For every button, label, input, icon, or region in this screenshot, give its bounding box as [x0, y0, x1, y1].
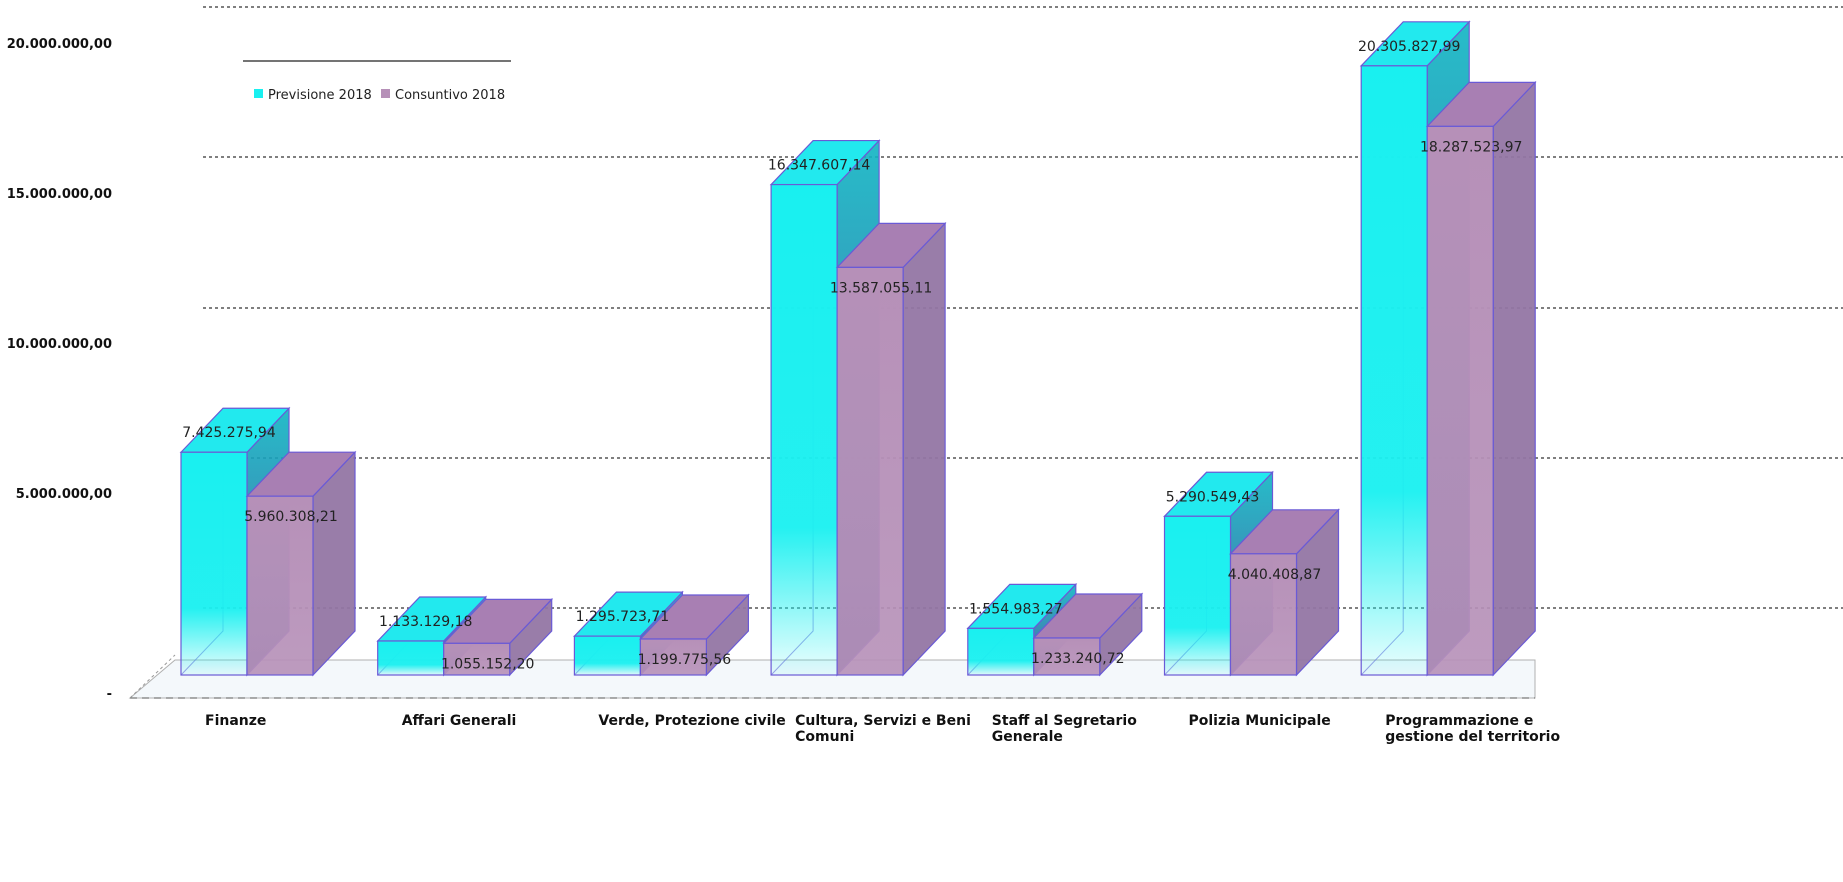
bar-consuntivo [638, 593, 750, 677]
data-label-consuntivo: 5.960.308,21 [244, 509, 338, 525]
data-label-previsione: 1.133.129,18 [379, 614, 473, 630]
legend: Previsione 2018 Consuntivo 2018 [243, 60, 511, 103]
data-label-previsione: 1.554.983,27 [969, 601, 1063, 617]
bar-front-face [246, 495, 314, 676]
data-label-previsione: 7.425.275,94 [182, 425, 276, 441]
bar-side-face [1492, 80, 1536, 677]
data-label-consuntivo: 13.587.055,11 [830, 280, 932, 296]
y-tick-label: 15.000.000,00 [7, 187, 112, 202]
bar-front-face [770, 183, 838, 676]
y-axis-tick-labels: - 5.000.000,00 10.000.000,00 15.000.000,00 2… [7, 37, 112, 702]
floor-left-edge [129, 654, 176, 699]
bars [179, 20, 1537, 677]
data-label-previsione: 16.347.607,14 [768, 158, 871, 174]
bar-front-face [639, 638, 708, 676]
bar-consuntivo [245, 450, 357, 677]
legend-swatch-previsione [254, 89, 263, 98]
bar-front-face [1426, 125, 1494, 676]
y-tick-label: 10.000.000,00 [7, 337, 112, 352]
bar-front-face [443, 642, 511, 676]
y-tick-label: 20.000.000,00 [7, 37, 112, 52]
bar-front-face [377, 640, 445, 676]
data-label-previsione: 1.295.723,71 [576, 609, 670, 625]
x-category-label: Comuni [795, 729, 854, 745]
data-label-consuntivo: 18.287.523,97 [1420, 139, 1522, 155]
x-category-label: Programmazione e [1385, 713, 1533, 729]
bar-front-face [967, 627, 1035, 676]
bar-consuntivo [1032, 592, 1144, 677]
data-labels: 7.425.275,94 5.960.308,21 1.133.129,18 1.05… [182, 39, 1522, 673]
bar-consuntivo [1229, 508, 1340, 677]
x-category-label: gestione del territorio [1385, 729, 1560, 745]
bar-front-face [1229, 553, 1298, 676]
data-label-consuntivo: 4.040.408,87 [1228, 567, 1322, 583]
bar-front-face [836, 266, 904, 676]
legend-label-previsione: Previsione 2018 [268, 88, 372, 103]
x-category-label: Affari Generali [402, 713, 517, 729]
x-axis-category-labels: Finanze Affari Generali Verde, Protezione … [205, 713, 1560, 745]
x-category-label: Finanze [205, 713, 266, 729]
bar-consuntivo [835, 221, 947, 677]
data-label-consuntivo: 1.233.240,72 [1031, 651, 1125, 667]
data-label-previsione: 5.290.549,43 [1166, 489, 1260, 505]
x-category-label: Verde, Protezione civile [598, 713, 785, 729]
y-tick-label: - [107, 687, 112, 702]
legend-swatch-consuntivo [381, 89, 390, 98]
bar-front-face [1360, 65, 1428, 676]
bar-consuntivo [1425, 80, 1537, 677]
bar-front-face [573, 635, 642, 676]
x-category-label: Polizia Municipale [1189, 713, 1331, 729]
data-label-consuntivo: 1.199.775,56 [638, 652, 732, 668]
data-label-consuntivo: 1.055.152,20 [441, 656, 535, 672]
bar-consuntivo [442, 597, 554, 677]
bar-front-face [180, 451, 248, 676]
legend-label-consuntivo: Consuntivo 2018 [395, 88, 505, 103]
y-tick-label: 5.000.000,00 [16, 487, 112, 502]
bar-front-face [1163, 515, 1232, 676]
data-label-previsione: 20.305.827,99 [1358, 39, 1460, 55]
x-category-label: Generale [992, 729, 1063, 745]
x-category-label: Staff al Segretario [992, 713, 1137, 729]
bar-front-face [1033, 637, 1101, 676]
x-category-label: Cultura, Servizi e Beni [795, 713, 971, 729]
